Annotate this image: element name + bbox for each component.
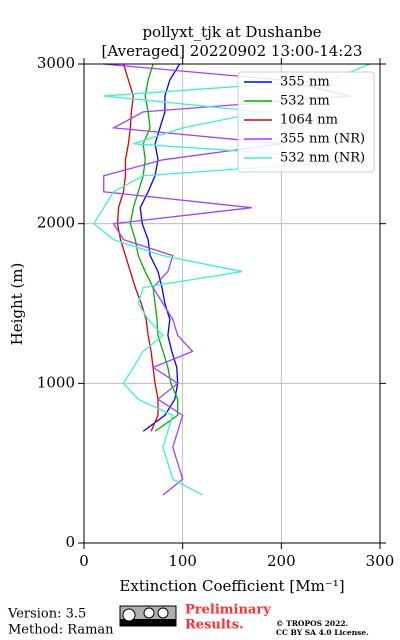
plot-frame [83, 63, 381, 544]
legend-label: 532 nm [280, 94, 330, 109]
chart-title: pollyxt_tjk at Dushanbe [142, 23, 321, 41]
preliminary-note: Preliminary [185, 603, 271, 618]
y-tick-label: 0 [65, 533, 75, 551]
x-tick-label: 300 [366, 552, 395, 570]
chart-subtitle: [Averaged] 20220902 13:00-14:23 [102, 42, 363, 60]
copyright: © TROPOS 2022. [276, 619, 348, 628]
profile-line [116, 63, 159, 432]
license: CC BY SA 4.0 License. [276, 628, 369, 637]
legend-label: 1064 nm [280, 113, 338, 128]
cc-badge [119, 605, 177, 627]
legend-label: 355 nm [280, 75, 330, 90]
preliminary-note: Results. [185, 618, 244, 633]
y-axis-label: Height (m) [8, 263, 26, 346]
x-tick-label: 200 [267, 552, 296, 570]
legend-label: 355 nm (NR) [280, 132, 365, 147]
legend-label: 532 nm (NR) [280, 151, 365, 166]
x-tick-label: 0 [79, 552, 89, 570]
version: Version: 3.5 [7, 607, 86, 622]
method: Method: Raman [8, 623, 114, 638]
profile-line [103, 63, 351, 496]
y-tick-label: 3000 [37, 54, 75, 72]
y-tick-label: 1000 [37, 373, 75, 391]
y-tick-label: 2000 [37, 214, 75, 232]
profile-line [93, 63, 371, 496]
x-tick-label: 100 [168, 552, 197, 570]
x-axis-label: Extinction Coefficient [Mm⁻¹] [119, 577, 344, 595]
legend-box [237, 71, 375, 173]
